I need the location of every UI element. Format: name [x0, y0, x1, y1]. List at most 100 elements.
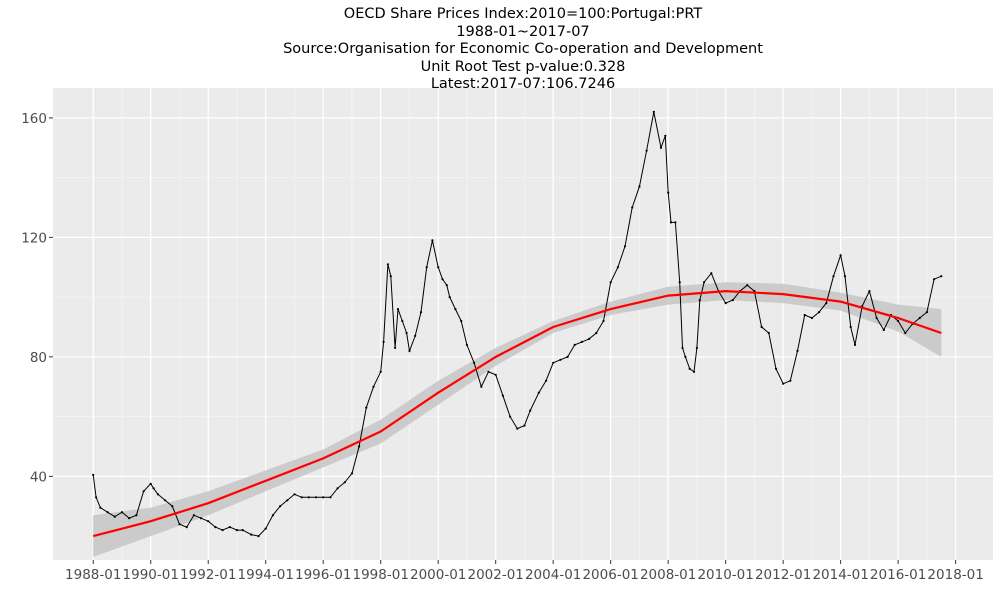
data-point	[678, 281, 681, 284]
data-point	[307, 496, 310, 499]
chart-title: OECD Share Prices Index:2010=100:Portuga…	[53, 6, 993, 94]
data-point	[918, 316, 921, 320]
data-point	[746, 284, 749, 287]
data-point	[120, 511, 124, 514]
data-point	[286, 499, 289, 502]
data-point	[529, 409, 532, 412]
data-point	[782, 382, 785, 385]
data-point	[904, 331, 907, 335]
data-point	[445, 284, 448, 287]
data-point	[437, 266, 440, 269]
data-point	[494, 373, 497, 376]
data-point	[839, 254, 842, 257]
data-point	[588, 337, 591, 340]
x-tick-label: 2014-01	[812, 567, 868, 583]
data-point	[724, 302, 727, 305]
data-point	[875, 316, 878, 320]
x-axis: 1988-01 1990-01 1992-01 1994-01 1996-01 1998-…	[65, 560, 984, 583]
data-point	[405, 331, 408, 335]
data-point	[257, 535, 260, 538]
data-point	[674, 221, 677, 224]
data-point	[681, 346, 684, 349]
data-point	[386, 263, 389, 266]
data-point	[810, 316, 814, 320]
data-point	[99, 506, 102, 509]
y-tick-label: 40	[30, 469, 47, 485]
data-point	[849, 325, 852, 329]
data-point	[760, 325, 763, 329]
data-point	[537, 391, 540, 394]
data-point	[544, 379, 548, 382]
data-point	[128, 517, 131, 520]
data-point	[149, 482, 152, 485]
data-point	[523, 424, 526, 427]
y-tick-label: 80	[30, 350, 47, 366]
data-point	[669, 221, 673, 224]
plot-panel	[53, 88, 993, 560]
data-point	[396, 308, 400, 311]
data-point	[731, 299, 734, 302]
x-tick-label: 2012-01	[755, 567, 811, 583]
data-point	[559, 358, 562, 361]
x-tick-label: 1990-01	[123, 567, 179, 583]
data-point	[235, 529, 239, 532]
x-tick-label: 1998-01	[353, 567, 409, 583]
data-point	[566, 355, 569, 358]
share-price-points	[92, 110, 943, 538]
data-point	[92, 473, 95, 476]
data-point	[573, 343, 576, 346]
data-point	[106, 511, 109, 514]
x-tick-label: 2016-01	[870, 567, 926, 583]
data-point	[667, 191, 670, 194]
data-point	[868, 290, 871, 293]
data-point	[516, 427, 519, 430]
data-point	[241, 529, 244, 532]
data-point	[602, 319, 605, 323]
data-point	[164, 499, 167, 502]
data-point	[199, 517, 203, 520]
data-point	[207, 520, 210, 523]
data-point	[419, 311, 423, 314]
title-line-1: OECD Share Prices Index:2010=100:Portuga…	[343, 6, 703, 22]
data-point	[293, 493, 296, 496]
x-tick-label: 2006-01	[582, 567, 638, 583]
data-point	[358, 445, 361, 448]
data-point	[95, 496, 98, 499]
data-point	[389, 275, 392, 278]
data-point	[336, 487, 339, 490]
x-tick-label: 1994-01	[238, 567, 294, 583]
data-point	[178, 523, 181, 526]
data-point	[192, 514, 195, 517]
data-point	[652, 110, 655, 113]
data-point	[609, 281, 612, 284]
data-point	[925, 311, 929, 314]
x-tick-label: 1996-01	[295, 567, 351, 583]
data-point	[350, 472, 354, 475]
data-point	[623, 245, 627, 248]
data-point	[882, 328, 885, 332]
data-point	[372, 385, 375, 388]
y-tick-label: 160	[21, 111, 47, 127]
data-point	[631, 206, 634, 209]
data-point	[789, 379, 792, 382]
data-point	[365, 406, 368, 409]
data-point	[818, 311, 821, 314]
data-point	[698, 299, 701, 302]
data-point	[465, 343, 468, 346]
data-point	[509, 415, 512, 418]
data-point	[480, 385, 483, 388]
data-point	[796, 349, 799, 352]
data-point	[659, 146, 663, 149]
data-point	[487, 370, 490, 373]
data-point	[250, 533, 253, 536]
title-line-3: Source:Organisation for Economic Co-oper…	[283, 41, 763, 57]
data-point	[271, 514, 274, 517]
data-point	[135, 514, 138, 517]
x-tick-label: 1992-01	[180, 567, 236, 583]
data-point	[460, 319, 463, 323]
data-point	[825, 302, 828, 305]
x-tick-label: 1988-01	[65, 567, 121, 583]
x-tick-label: 2000-01	[410, 567, 466, 583]
data-point	[703, 281, 706, 284]
